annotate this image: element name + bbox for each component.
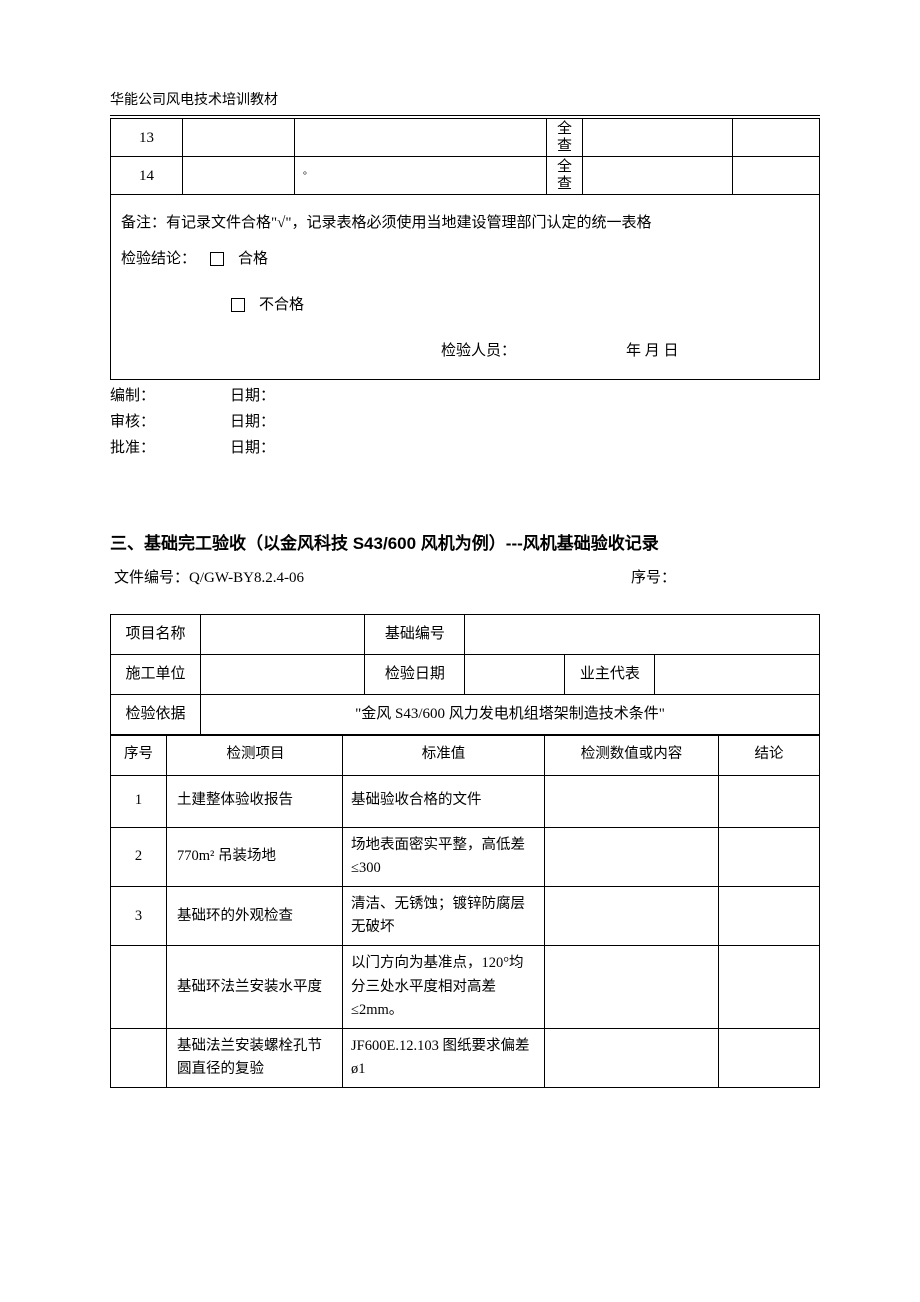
- checkbox-pass[interactable]: [210, 252, 224, 266]
- seq-cell: 1: [111, 775, 167, 827]
- doc-meta: 文件编号：Q/GW-BY8.2.4-06 序号：: [110, 566, 820, 590]
- inspector-line: 检验人员： 年 月 日: [121, 333, 809, 369]
- remark-row: 备注：有记录文件合格"√"，记录表格必须使用当地建设管理部门认定的统一表格 检验…: [111, 195, 820, 380]
- val-cell: [545, 946, 719, 1029]
- section-heading: 三、基础完工验收（以金风科技 S43/600 风机为例）---风机基础验收记录: [110, 530, 820, 557]
- label-inspect-date: 检验日期: [365, 654, 465, 694]
- cell: [583, 157, 733, 195]
- meta-label: 编制：: [110, 384, 230, 408]
- table-row: 基础法兰安装螺栓孔节圆直径的复验 JF600E.12.103 图纸要求偏差 ø1: [111, 1028, 820, 1087]
- val-cell: [545, 827, 719, 886]
- table-row: 1 土建整体验收报告 基础验收合格的文件: [111, 775, 820, 827]
- cell: [295, 119, 547, 157]
- date-ymd: 年 月 日: [626, 333, 679, 369]
- table-header-row: 序号 检测项目 标准值 检测数值或内容 结论: [111, 735, 820, 775]
- value-basis: "金风 S43/600 风力发电机组塔架制造技术条件": [201, 694, 820, 734]
- cell: [583, 119, 733, 157]
- doc-no: 文件编号：Q/GW-BY8.2.4-06: [114, 566, 304, 590]
- row-index: 14: [111, 157, 183, 195]
- value-contractor: [201, 654, 365, 694]
- meta-row: 编制： 日期：: [110, 384, 820, 408]
- pass-label: 合格: [238, 241, 268, 277]
- val-cell: [545, 886, 719, 945]
- top-inspection-table: 13 全查 14 。 全查 备注：有记录文件合格"√"，记录表格必须使用当地建设…: [110, 118, 820, 380]
- col-res-header: 结论: [719, 735, 820, 775]
- seq-cell: [111, 946, 167, 1029]
- remark-cell: 备注：有记录文件合格"√"，记录表格必须使用当地建设管理部门认定的统一表格 检验…: [111, 195, 820, 380]
- col-item-header: 检测项目: [167, 735, 343, 775]
- scope-cell: 全查: [547, 119, 583, 157]
- table-row: 13 全查: [111, 119, 820, 157]
- value-inspect-date: [465, 654, 565, 694]
- value-project-name: [201, 614, 365, 654]
- seq-cell: 3: [111, 886, 167, 945]
- label-project-name: 项目名称: [111, 614, 201, 654]
- item-cell: 770m² 吊装场地: [167, 827, 343, 886]
- col-std-header: 标准值: [343, 735, 545, 775]
- std-cell: 场地表面密实平整，高低差≤300: [343, 827, 545, 886]
- cell: [733, 157, 820, 195]
- res-cell: [719, 886, 820, 945]
- fail-label: 不合格: [259, 287, 304, 323]
- meta-row: 批准： 日期：: [110, 436, 820, 460]
- table-row: 14 。 全查: [111, 157, 820, 195]
- label-base-no: 基础编号: [365, 614, 465, 654]
- checkbox-fail[interactable]: [231, 298, 245, 312]
- val-cell: [545, 1028, 719, 1087]
- value-base-no: [465, 614, 820, 654]
- col-seq-header: 序号: [111, 735, 167, 775]
- label-basis: 检验依据: [111, 694, 201, 734]
- meta-row: 审核： 日期：: [110, 410, 820, 434]
- signature-block: 编制： 日期： 审核： 日期： 批准： 日期：: [110, 384, 820, 460]
- item-cell: 基础法兰安装螺栓孔节圆直径的复验: [167, 1028, 343, 1087]
- std-cell: JF600E.12.103 图纸要求偏差 ø1: [343, 1028, 545, 1087]
- item-cell: 基础环的外观检查: [167, 886, 343, 945]
- meta-label: 批准：: [110, 436, 230, 460]
- val-cell: [545, 775, 719, 827]
- seq-cell: 2: [111, 827, 167, 886]
- row-index: 13: [111, 119, 183, 157]
- std-cell: 清洁、无锈蚀；镀锌防腐层无破坏: [343, 886, 545, 945]
- remark-text: 备注：有记录文件合格"√"，记录表格必须使用当地建设管理部门认定的统一表格: [121, 205, 809, 241]
- res-cell: [719, 775, 820, 827]
- cell: 。: [295, 157, 547, 195]
- value-owner-rep: [655, 654, 820, 694]
- seq-no: 序号：: [631, 566, 816, 590]
- table-row: 2 770m² 吊装场地 场地表面密实平整，高低差≤300: [111, 827, 820, 886]
- meta-date: 日期：: [230, 410, 275, 434]
- label-owner-rep: 业主代表: [565, 654, 655, 694]
- res-cell: [719, 1028, 820, 1087]
- res-cell: [719, 946, 820, 1029]
- cell: [183, 119, 295, 157]
- table-row: 基础环法兰安装水平度 以门方向为基准点，120°均分三处水平度相对高差≤2mm。: [111, 946, 820, 1029]
- inspection-items-table: 序号 检测项目 标准值 检测数值或内容 结论 1 土建整体验收报告 基础验收合格…: [110, 735, 820, 1089]
- conclusion-pass-line: 检验结论： 合格: [121, 241, 809, 277]
- label-contractor: 施工单位: [111, 654, 201, 694]
- res-cell: [719, 827, 820, 886]
- std-cell: 以门方向为基准点，120°均分三处水平度相对高差≤2mm。: [343, 946, 545, 1029]
- inspector-label: 检验人员：: [441, 333, 516, 369]
- meta-date: 日期：: [230, 436, 275, 460]
- cell: [733, 119, 820, 157]
- table-row: 3 基础环的外观检查 清洁、无锈蚀；镀锌防腐层无破坏: [111, 886, 820, 945]
- page-header: 华能公司风电技术培训教材: [110, 90, 820, 116]
- project-info-table: 项目名称 基础编号 施工单位 检验日期 业主代表 检验依据 "金风 S43/60…: [110, 614, 820, 735]
- item-cell: 基础环法兰安装水平度: [167, 946, 343, 1029]
- item-cell: 土建整体验收报告: [167, 775, 343, 827]
- meta-label: 审核：: [110, 410, 230, 434]
- std-cell: 基础验收合格的文件: [343, 775, 545, 827]
- cell: [183, 157, 295, 195]
- conclusion-label: 检验结论：: [121, 241, 196, 277]
- seq-cell: [111, 1028, 167, 1087]
- col-val-header: 检测数值或内容: [545, 735, 719, 775]
- meta-date: 日期：: [230, 384, 275, 408]
- scope-cell: 全查: [547, 157, 583, 195]
- conclusion-fail-line: 不合格: [121, 287, 809, 323]
